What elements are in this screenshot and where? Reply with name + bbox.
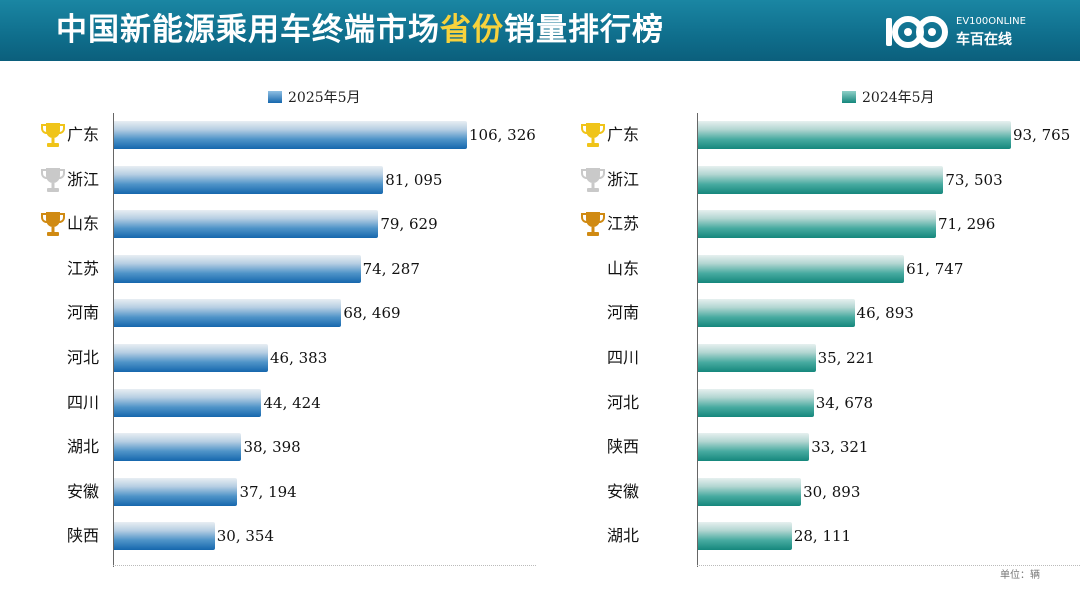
- legend-label-2025: 2025年5月: [288, 90, 361, 106]
- bar: [114, 522, 215, 551]
- category-label: 浙江: [67, 169, 100, 189]
- bar: [698, 344, 816, 372]
- bar: [114, 477, 238, 506]
- header-banner: 中国新能源乘用车终端市场省份销量排行榜 EV100ONLINE 车百在线: [0, 0, 1080, 61]
- category-label: 湖北: [607, 526, 640, 546]
- value-label: 35, 221: [817, 349, 875, 367]
- bar: [698, 477, 802, 506]
- y-axis-2024: [697, 113, 698, 567]
- chart-2025: 2025年5月广东 106, 326 浙江 81, 095 山东 79, 629 江苏 74,…: [0, 80, 536, 570]
- category-label: 江苏: [607, 214, 640, 234]
- bar: [698, 210, 936, 239]
- category-label: 广东: [607, 125, 640, 144]
- value-label: 46, 383: [269, 349, 328, 367]
- value-label: 74, 287: [362, 259, 420, 278]
- value-label: 106, 326: [469, 126, 536, 144]
- category-label: 河南: [607, 303, 640, 323]
- legend-swatch-2024: [842, 91, 856, 103]
- bar: [114, 433, 242, 462]
- value-label: 81, 095: [385, 170, 443, 189]
- title-main: 中国新能源乘用车终端市场: [56, 12, 440, 48]
- legend-2024: 2024年5月: [842, 88, 935, 108]
- logo-text-top: EV100ONLINE: [956, 16, 1026, 27]
- category-label: 河北: [67, 348, 100, 367]
- legend-label-2024: 2024年5月: [862, 90, 935, 106]
- x-axis-2025: [113, 565, 536, 566]
- category-label: 广东: [67, 125, 100, 144]
- value-label: 71, 296: [937, 215, 996, 234]
- value-label: 79, 629: [380, 215, 438, 234]
- y-axis-2025: [113, 113, 114, 567]
- legend-swatch-2025: [268, 91, 282, 103]
- value-label: 44, 424: [263, 393, 321, 412]
- category-label: 山东: [67, 214, 100, 234]
- page-title: 中国新能源乘用车终端市场省份销量排行榜: [56, 8, 664, 52]
- category-label: 江苏: [67, 258, 100, 278]
- category-label: 四川: [67, 392, 100, 412]
- trophy-silver-icon: [581, 167, 605, 192]
- bar: [698, 522, 792, 551]
- category-label: 四川: [607, 348, 640, 367]
- bar: [698, 388, 814, 417]
- bar: [114, 210, 379, 239]
- bar: [114, 388, 262, 417]
- value-label: 61, 747: [906, 259, 964, 278]
- bar: [698, 254, 905, 283]
- bar: [698, 121, 1011, 149]
- bar: [114, 344, 268, 372]
- value-label: 73, 503: [945, 170, 1003, 189]
- category-label: 浙江: [607, 169, 640, 189]
- bar: [114, 165, 384, 194]
- value-label: 46, 893: [856, 304, 914, 323]
- value-label: 30, 893: [803, 482, 861, 501]
- category-label: 湖北: [67, 437, 100, 457]
- value-label: 68, 469: [343, 304, 401, 323]
- trophy-silver-icon: [41, 167, 65, 192]
- logo-icon: [886, 16, 948, 48]
- trophy-gold-icon: [41, 123, 65, 147]
- unit-note: 单位：辆: [1000, 570, 1040, 581]
- logo-text-bottom: 车百在线: [956, 32, 1012, 48]
- x-axis-2024: [697, 565, 1080, 566]
- bar: [698, 299, 855, 328]
- bar: [114, 121, 467, 149]
- bar: [698, 433, 810, 462]
- value-label: 34, 678: [815, 393, 874, 412]
- value-label: 30, 354: [216, 527, 275, 546]
- trophy-gold-icon: [581, 123, 605, 147]
- category-label: 陕西: [67, 526, 100, 546]
- category-label: 河北: [607, 392, 640, 412]
- logo: EV100ONLINE 车百在线: [884, 12, 1034, 52]
- category-label: 陕西: [607, 437, 640, 457]
- value-label: 33, 321: [811, 438, 869, 457]
- value-label: 38, 398: [243, 438, 301, 457]
- title-highlight: 省份: [440, 12, 504, 48]
- value-label: 93, 765: [1013, 126, 1071, 144]
- value-label: 37, 194: [239, 482, 297, 501]
- category-label: 山东: [607, 258, 640, 278]
- bar: [114, 254, 361, 283]
- chart-2024: 2024年5月广东 93, 765 浙江 73, 503 江苏 71, 296 山东 61, …: [540, 80, 1080, 570]
- category-label: 河南: [67, 303, 100, 323]
- category-label: 安徽: [67, 481, 100, 501]
- trophy-bronze-icon: [581, 212, 605, 237]
- title-tail: 销量排行榜: [504, 12, 664, 48]
- bar: [698, 165, 944, 194]
- category-label: 安徽: [607, 481, 640, 501]
- trophy-bronze-icon: [41, 212, 65, 237]
- value-label: 28, 111: [793, 527, 852, 546]
- legend-2025: 2025年5月: [268, 88, 361, 108]
- bar: [114, 299, 342, 328]
